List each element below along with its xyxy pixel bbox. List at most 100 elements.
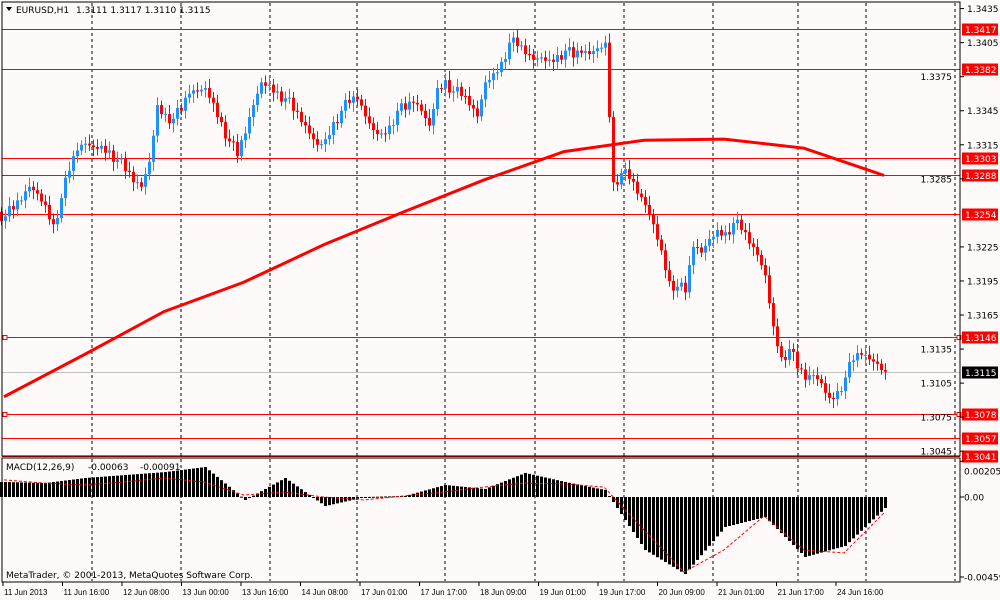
bear-candle [588, 51, 591, 54]
bear-candle [52, 219, 55, 225]
macd-bar [388, 496, 391, 498]
macd-bar [708, 497, 711, 546]
bear-candle [832, 397, 835, 400]
bull-candle [80, 144, 83, 151]
bear-candle [376, 130, 379, 134]
bear-candle [684, 282, 687, 293]
macd-bar [584, 486, 587, 497]
bear-candle [664, 250, 667, 271]
bull-candle [328, 135, 331, 140]
main-plot-border [1, 1, 961, 457]
macd-bar [628, 497, 631, 527]
macd-tick-label: -0.00459 [964, 574, 1000, 584]
bull-candle [676, 286, 679, 291]
bear-candle [428, 118, 431, 126]
bear-candle [656, 224, 659, 240]
bull-candle [708, 238, 711, 246]
macd-bar [440, 486, 443, 497]
bear-candle [224, 122, 227, 139]
macd-bar [764, 497, 767, 518]
macd-bar [4, 482, 7, 497]
bear-candle [748, 232, 751, 244]
moving-average-line [3, 137, 885, 399]
macd-bar [8, 482, 11, 497]
bull-candle [24, 191, 27, 201]
bull-candle [812, 375, 815, 377]
macd-bar [744, 497, 747, 523]
macd-bar [160, 472, 163, 497]
level-price-tag [962, 331, 998, 344]
bull-candle [500, 61, 503, 73]
bear-candle [472, 105, 475, 109]
macd-bar [644, 497, 647, 550]
macd-bar [544, 477, 547, 497]
bull-candle [184, 97, 187, 111]
level-price-tag [962, 23, 998, 36]
bull-candle [324, 139, 327, 145]
macd-bar [88, 477, 91, 497]
macd-bar [44, 483, 47, 497]
time-tick-label: 21 Jun 17:00 [778, 588, 825, 597]
macd-bar [608, 496, 611, 498]
time-tick-label: 12 Jun 08:00 [123, 588, 170, 597]
macd-bar [252, 495, 255, 497]
price-tick-label: 1.3315 [967, 141, 999, 151]
price-tick-label: 1.3135 [921, 346, 953, 356]
triangle-down-icon[interactable] [6, 7, 12, 11]
price-tick-label: 1.3345 [967, 107, 999, 117]
bull-candle [788, 349, 791, 360]
bear-candle [860, 353, 863, 355]
bull-candle [344, 99, 347, 111]
horizontal-levels[interactable]: 1.3417 1.3382 1.3303 1.3288 1.3254 1.3146 1.30… [2, 23, 998, 464]
macd-bar [316, 497, 319, 501]
macd-bar [784, 497, 787, 538]
symbol-header: EURUSD,H1 1.3111 1.3117 1.3110 1.3115 [6, 6, 211, 16]
macd-bar [168, 471, 171, 497]
macd-bar [68, 480, 71, 497]
bull-candle [156, 105, 159, 136]
bear-candle [608, 42, 611, 117]
macd-bar [728, 497, 731, 526]
bull-candle [492, 73, 495, 81]
symbol-label: EURUSD,H1 [16, 6, 69, 16]
macd-bar [536, 475, 539, 497]
macd-signal-value: -0.00091 [140, 463, 180, 473]
bull-candle [548, 59, 551, 61]
bear-candle [412, 101, 415, 103]
bull-candle [840, 391, 843, 393]
bull-candle [136, 182, 139, 184]
bear-candle [744, 229, 747, 233]
macd-bar [840, 497, 843, 548]
macd-bar [616, 497, 619, 509]
bear-candle [140, 182, 143, 187]
macd-bar [288, 480, 291, 497]
bear-candle [796, 351, 799, 369]
macd-bar [248, 497, 251, 498]
bull-candle [204, 88, 207, 90]
macd-bar [812, 497, 815, 555]
bull-candle [600, 47, 603, 49]
macd-bar [496, 484, 499, 497]
macd-bar [444, 484, 447, 497]
macd-bar [568, 482, 571, 497]
bull-candle [28, 186, 31, 192]
macd-bar [312, 497, 315, 498]
macd-bar [820, 497, 823, 553]
macd-bar [524, 472, 527, 497]
bull-candle [120, 158, 123, 160]
macd-bar [680, 497, 683, 572]
price-axis: 1.3435 1.3405 1.3375 1.3345 1.3315 1.3285 1.32… [921, 5, 999, 458]
bid-price-tag [962, 366, 998, 379]
bull-candle [568, 47, 571, 51]
macd-bar [532, 474, 535, 497]
macd-bar [24, 482, 27, 497]
bull-candle [108, 150, 111, 153]
price-tick-label: 1.3045 [921, 448, 953, 458]
macd-bar [656, 497, 659, 558]
bid-price-text: 1.3115 [965, 369, 997, 379]
bear-candle [468, 95, 471, 106]
macd-bar [184, 469, 187, 497]
bear-candle [300, 111, 303, 123]
bull-candle [736, 219, 739, 224]
